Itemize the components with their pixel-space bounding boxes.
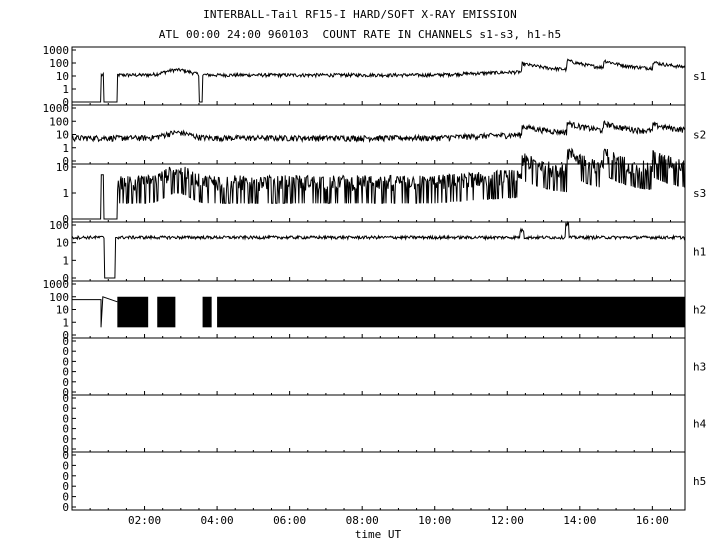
trace-h2-start: [72, 296, 118, 328]
chart-subtitle: ATL 00:00 24:00 960103 COUNT RATE IN CHA…: [158, 28, 562, 41]
y-tick-label-h3: 0: [62, 335, 69, 348]
y-tick-label-s1: 1: [62, 83, 69, 96]
x-tick-label: 14:00: [563, 514, 596, 527]
panel-frame-h1: [71, 221, 686, 282]
trace-s1: [72, 58, 686, 103]
chart-title: INTERBALL-Tail RF15-I HARD/SOFT X-RAY EM…: [203, 8, 517, 21]
panel-frame-s1: [71, 46, 686, 106]
trace-h2-band: [117, 296, 149, 328]
y-tick-label-h5: 0: [62, 501, 69, 514]
x-tick-label: 06:00: [273, 514, 306, 527]
x-tick-label: 08:00: [346, 514, 379, 527]
panel-frames: [71, 46, 686, 511]
panel-label-h1: h1: [693, 246, 706, 259]
panel-frame-h5: [71, 451, 686, 511]
axis-labels: 10001001010s110001001010s21010s31001010h…: [43, 44, 707, 541]
x-tick-label: 02:00: [128, 514, 161, 527]
y-tick-label-s1: 10: [56, 70, 69, 83]
panel-frame-h4: [71, 394, 686, 453]
x-tick-label: 10:00: [418, 514, 451, 527]
y-tick-label-h2: 1: [62, 316, 69, 329]
y-tick-label-h3: 0: [62, 376, 69, 389]
y-tick-label-s3: 0: [62, 213, 69, 226]
y-tick-label-h4: 0: [62, 433, 69, 446]
y-tick-label-h3: 0: [62, 345, 69, 358]
y-tick-label-h4: 0: [62, 423, 69, 436]
y-tick-label-s2: 1: [62, 142, 69, 155]
trace-h2-band: [217, 296, 686, 328]
y-tick-label-h4: 0: [62, 392, 69, 405]
y-tick-label-h1: 1: [62, 254, 69, 267]
y-tick-label-h3: 0: [62, 366, 69, 379]
y-tick-label-s3: 10: [56, 161, 69, 174]
y-tick-label-h5: 0: [62, 449, 69, 462]
y-tick-label-s2: 10: [56, 129, 69, 142]
y-tick-label-h4: 0: [62, 412, 69, 425]
y-tick-label-h1: 0: [62, 272, 69, 285]
y-tick-label-h5: 0: [62, 480, 69, 493]
y-tick-label-h2: 10: [56, 304, 69, 317]
y-tick-label-h1: 10: [56, 237, 69, 250]
data-traces: [71, 58, 686, 328]
y-tick-label-s1: 0: [62, 96, 69, 109]
trace-h2-band: [157, 296, 176, 328]
panel-label-h5: h5: [693, 475, 706, 488]
y-tick-label-s2: 1000: [43, 102, 70, 115]
y-tick-label-h3: 0: [62, 355, 69, 368]
y-tick-label-h2: 0: [62, 329, 69, 342]
panel-label-h3: h3: [693, 361, 706, 374]
panel-frame-h3: [71, 337, 686, 396]
y-tick-label-s2: 0: [62, 155, 69, 168]
x-tick-label: 04:00: [201, 514, 234, 527]
y-tick-label-s3: 1: [62, 187, 69, 200]
x-tick-label: 16:00: [636, 514, 669, 527]
y-tick-label-h2: 1000: [43, 278, 70, 291]
trace-h1: [71, 220, 686, 279]
y-tick-label-h4: 0: [62, 402, 69, 415]
panel-label-s1: s1: [693, 70, 706, 83]
y-tick-label-h5: 0: [62, 491, 69, 504]
y-tick-label-h5: 0: [62, 470, 69, 483]
panel-label-h4: h4: [693, 418, 707, 431]
y-tick-label-s2: 100: [49, 115, 69, 128]
y-tick-label-s1: 100: [49, 57, 69, 70]
panel-label-s2: s2: [693, 129, 706, 142]
trace-s2: [71, 119, 686, 144]
y-tick-label-h2: 100: [49, 291, 69, 304]
x-axis-label: time UT: [355, 528, 402, 541]
y-tick-label-s1: 1000: [43, 44, 70, 57]
y-tick-label-h3: 0: [62, 386, 69, 399]
panel-label-s3: s3: [693, 187, 706, 200]
panel-label-h2: h2: [693, 304, 706, 317]
y-tick-label-h4: 0: [62, 443, 69, 456]
y-tick-label-h5: 0: [62, 459, 69, 472]
trace-h2-band: [202, 296, 212, 328]
y-tick-label-h1: 100: [49, 219, 69, 232]
x-tick-label: 12:00: [491, 514, 524, 527]
trace-s3: [72, 147, 686, 220]
